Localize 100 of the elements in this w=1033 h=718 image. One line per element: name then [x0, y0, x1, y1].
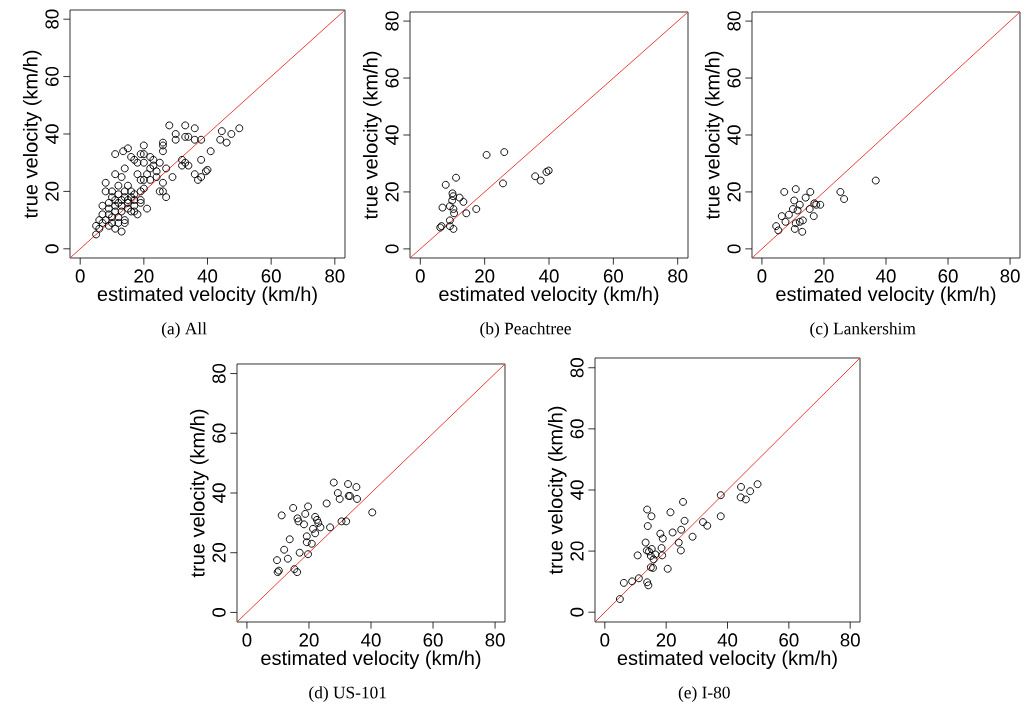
y-axis-title: true velocity (km/h): [704, 51, 724, 220]
point: [646, 563, 655, 572]
point: [462, 209, 471, 218]
point: [314, 518, 323, 527]
y-tick-label: 60: [212, 423, 226, 443]
point: [273, 556, 281, 565]
point: [368, 508, 377, 517]
point: [634, 574, 643, 583]
x-tick-label: 0: [75, 269, 85, 283]
point: [289, 503, 298, 512]
point: [741, 495, 750, 504]
point: [445, 216, 454, 225]
point: [649, 555, 658, 564]
y-axis-title: true velocity (km/h): [189, 409, 209, 578]
y-tick-label: 20: [570, 541, 584, 561]
point: [643, 578, 652, 587]
y-tick-label: 20: [385, 182, 399, 202]
point: [641, 538, 650, 547]
point: [674, 538, 683, 547]
point: [301, 509, 310, 518]
y-tick-label: 20: [45, 181, 59, 201]
point: [649, 563, 657, 572]
point: [295, 548, 304, 557]
x-tick-label: 0: [600, 633, 610, 647]
point: [836, 188, 845, 196]
point: [307, 539, 316, 548]
point: [790, 196, 799, 205]
point: [736, 493, 745, 502]
x-tick-label: 80: [325, 269, 345, 283]
point: [646, 552, 655, 560]
point: [699, 518, 707, 526]
point: [676, 546, 685, 555]
point: [500, 148, 509, 157]
point: [663, 564, 672, 573]
point: [309, 524, 317, 533]
point: [643, 505, 652, 514]
point: [647, 512, 656, 521]
point: [679, 497, 687, 506]
y-tick-label: 0: [385, 244, 399, 254]
point: [680, 516, 689, 525]
point: [455, 193, 464, 202]
point: [499, 179, 507, 188]
y-axis-title: true velocity (km/h): [362, 51, 382, 220]
point: [337, 517, 346, 526]
point: [793, 206, 802, 215]
x-tick-label: 20: [814, 269, 834, 283]
y-axis-title: true velocity (km/h): [547, 406, 567, 575]
point: [304, 502, 312, 511]
point: [459, 197, 468, 206]
point: [344, 480, 352, 488]
point: [619, 578, 628, 587]
y-tick-label: 60: [570, 419, 584, 439]
x-tick-label: 80: [1000, 269, 1020, 283]
x-tick-label: 80: [485, 633, 505, 647]
text: (a) All: [161, 322, 207, 338]
point: [795, 200, 804, 209]
y-tick-label: 60: [45, 66, 59, 87]
point: [651, 550, 660, 559]
point: [329, 478, 338, 487]
point: [438, 203, 447, 212]
point: [283, 554, 292, 563]
point: [816, 200, 825, 209]
point: [791, 219, 800, 228]
x-tick-label: 60: [938, 269, 958, 283]
y-tick-label: 0: [727, 244, 741, 254]
y-tick-label: 20: [212, 543, 226, 563]
point: [798, 216, 807, 225]
text: (d) US-101: [309, 686, 386, 702]
y-tick-label: 40: [45, 124, 59, 144]
point: [294, 517, 303, 526]
point: [285, 535, 294, 544]
point: [753, 480, 762, 489]
y-tick-label: 0: [212, 607, 226, 617]
point: [333, 489, 342, 497]
point: [304, 550, 312, 559]
point: [290, 565, 299, 574]
point: [452, 173, 460, 182]
y-tick-label: 60: [727, 68, 741, 88]
point: [615, 595, 624, 604]
y-tick-label: 40: [385, 125, 399, 145]
y-tick-label: 0: [570, 607, 584, 617]
x-tick-label: 60: [261, 269, 281, 283]
point: [809, 212, 818, 221]
point: [326, 523, 334, 532]
point: [633, 551, 642, 560]
point: [472, 205, 481, 213]
x-tick-label: 0: [757, 269, 767, 283]
point: [784, 210, 793, 219]
point: [688, 532, 697, 541]
point: [311, 512, 320, 521]
y-tick-label: 20: [727, 182, 741, 202]
y-tick-label: 80: [212, 363, 226, 384]
point: [790, 225, 799, 233]
point: [781, 217, 790, 226]
point: [450, 209, 459, 218]
x-tick-label: 80: [840, 633, 860, 647]
point: [716, 491, 725, 500]
point: [449, 192, 458, 201]
point: [277, 511, 286, 520]
point: [316, 523, 325, 532]
